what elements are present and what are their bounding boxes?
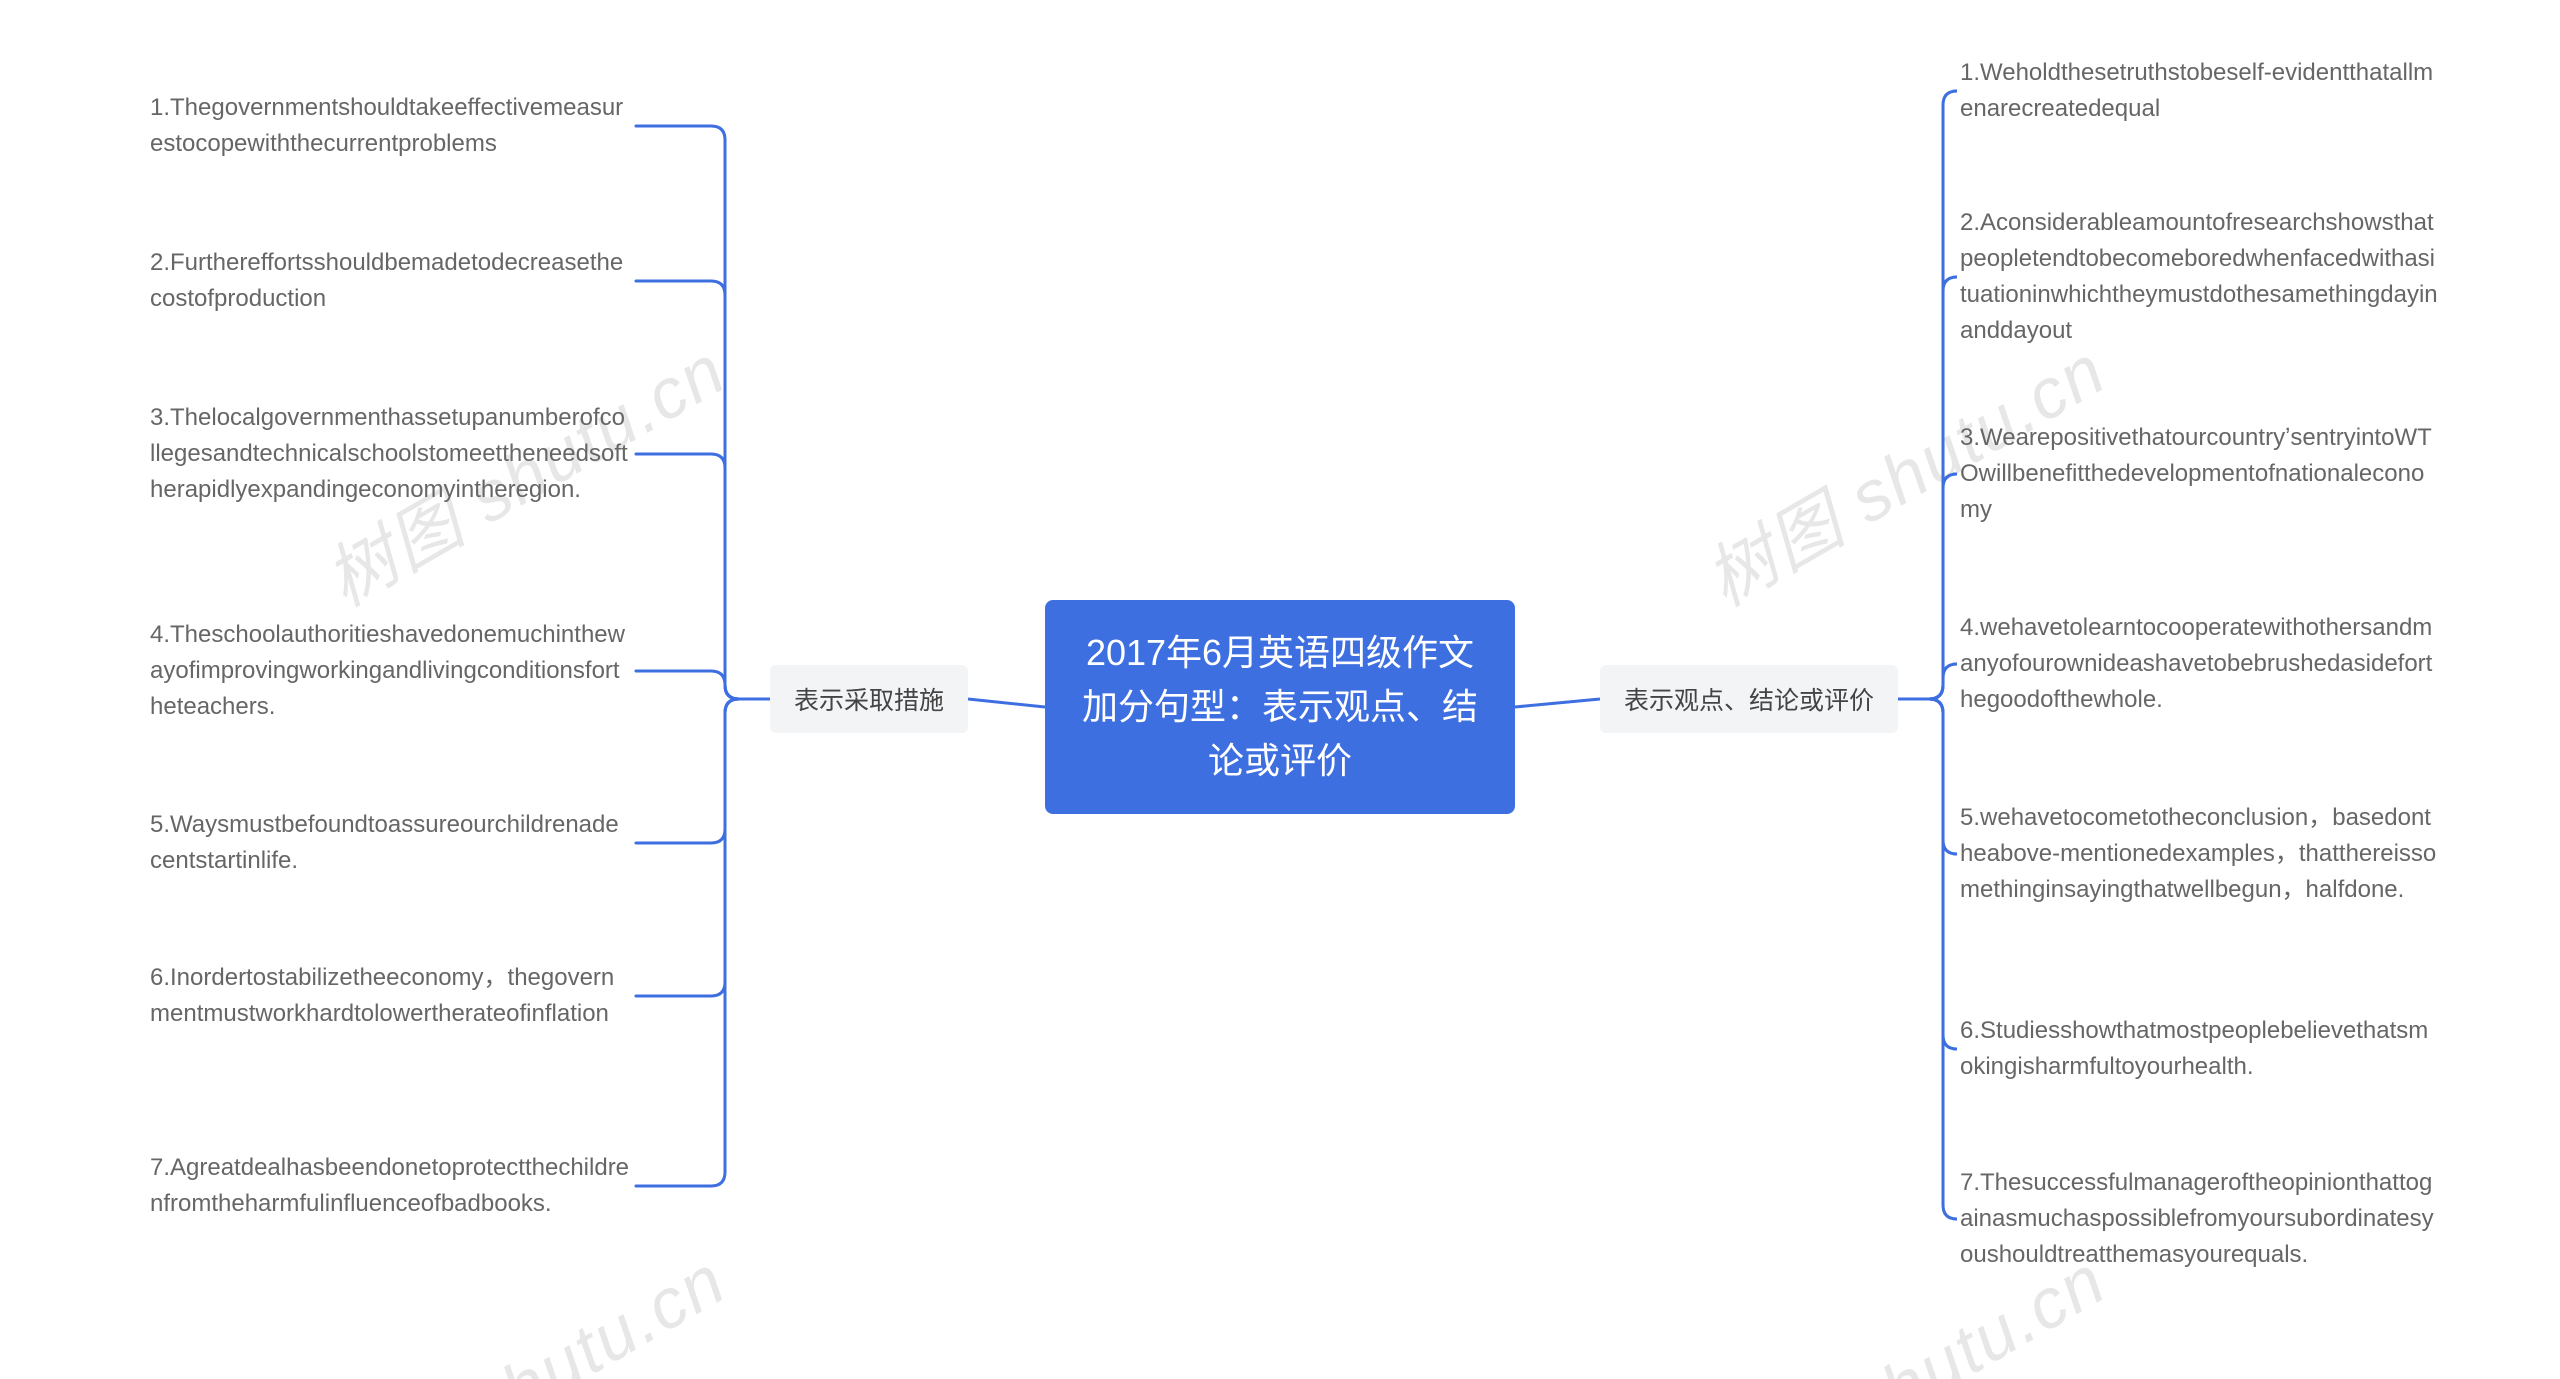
leaf-left-4[interactable]: 4.Theschoolauthoritieshavedonemuchinthew… bbox=[150, 617, 630, 725]
branch-right-label[interactable]: 表示观点、结论或评价 bbox=[1600, 665, 1898, 733]
center-topic[interactable]: 2017年6月英语四级作文加分句型：表示观点、结论或评价 bbox=[1045, 600, 1515, 814]
leaf-right-1[interactable]: 1.Weholdthesetruthstobeself-evidentthata… bbox=[1960, 55, 2440, 127]
leaf-left-3[interactable]: 3.Thelocalgovernmenthassetupanumberofcol… bbox=[150, 400, 630, 508]
mindmap-canvas: 树图 shutu.cn 树图 shutu.cn 树图 shutu.cn 树图 s… bbox=[0, 0, 2560, 1379]
leaf-left-1[interactable]: 1.Thegovernmentshouldtakeeffectivemeasur… bbox=[150, 90, 630, 162]
leaf-right-3[interactable]: 3.Wearepositivethatourcountryʼsentryinto… bbox=[1960, 420, 2440, 528]
leaf-right-6[interactable]: 6.Studiesshowthatmostpeoplebelievethatsm… bbox=[1960, 1013, 2440, 1085]
watermark: 树图 shutu.cn bbox=[305, 1225, 742, 1379]
leaf-left-2[interactable]: 2.Furthereffortsshouldbemadetodecreaseth… bbox=[150, 245, 630, 317]
leaf-right-7[interactable]: 7.Thesuccessfulmanageroftheopinionthatto… bbox=[1960, 1165, 2440, 1273]
branch-left-label[interactable]: 表示采取措施 bbox=[770, 665, 968, 733]
leaf-right-5[interactable]: 5.wehavetocometotheconclusion，basedonthe… bbox=[1960, 800, 2440, 908]
leaf-left-6[interactable]: 6.Inordertostabilizetheeconomy，thegovern… bbox=[150, 960, 630, 1032]
leaf-left-5[interactable]: 5.Waysmustbefoundtoassureourchildrenadec… bbox=[150, 807, 630, 879]
leaf-right-2[interactable]: 2.Aconsiderableamountofresearchshowsthat… bbox=[1960, 205, 2440, 349]
leaf-right-4[interactable]: 4.wehavetolearntocooperatewithothersandm… bbox=[1960, 610, 2440, 718]
leaf-left-7[interactable]: 7.Agreatdealhasbeendonetoprotectthechild… bbox=[150, 1150, 630, 1222]
